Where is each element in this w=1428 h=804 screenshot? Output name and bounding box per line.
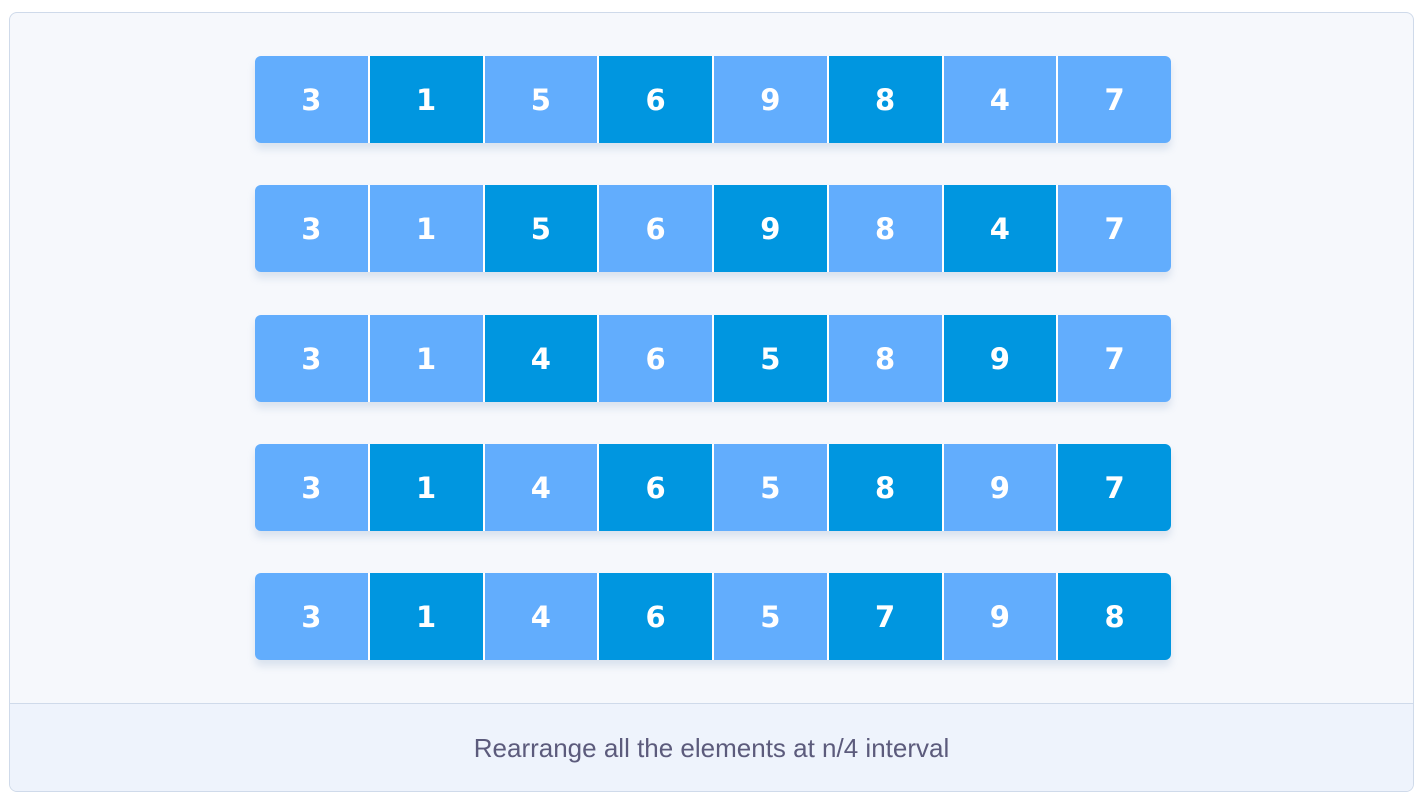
array-cell: 5 [484,56,600,143]
array-cell: 7 [1058,56,1171,143]
array-cell: 3 [255,573,370,660]
array-cell: 5 [714,315,829,402]
array-cell: 6 [599,573,714,660]
array-cell: 9 [714,56,829,143]
array-cell: 6 [599,444,714,531]
array-cell: 4 [943,56,1059,143]
array-cell: 5 [484,185,600,272]
array-cell: 7 [828,573,944,660]
array-cell: 8 [828,444,944,531]
array-cell: 4 [943,185,1059,272]
array-cell: 8 [828,56,944,143]
array-cell: 4 [484,573,600,660]
caption-bar: Rearrange all the elements at n/4 interv… [10,703,1413,791]
array-cell: 1 [369,56,485,143]
array-cell: 3 [255,185,370,272]
array-cell: 3 [255,56,370,143]
array-cell: 6 [599,185,714,272]
array-cell: 1 [369,573,485,660]
array-cell: 5 [714,444,829,531]
array-cell: 7 [1058,315,1171,402]
array-cell: 9 [943,315,1059,402]
array-cell: 4 [484,315,600,402]
array-cell: 1 [369,315,485,402]
array-cell: 1 [369,185,485,272]
array-cell: 8 [828,315,944,402]
array-cell: 9 [943,444,1059,531]
array-cell: 7 [1058,444,1171,531]
array-cell: 3 [255,444,370,531]
array-cell: 6 [599,56,714,143]
array-cell: 8 [1058,573,1171,660]
array-cell: 5 [714,573,829,660]
array-cell: 3 [255,315,370,402]
array-cell: 9 [714,185,829,272]
caption-text: Rearrange all the elements at n/4 interv… [473,733,950,763]
array-cell: 6 [599,315,714,402]
array-cell: 8 [828,185,944,272]
array-cell: 7 [1058,185,1171,272]
array-cell: 1 [369,444,485,531]
array-cell: 9 [943,573,1059,660]
array-cell: 4 [484,444,600,531]
